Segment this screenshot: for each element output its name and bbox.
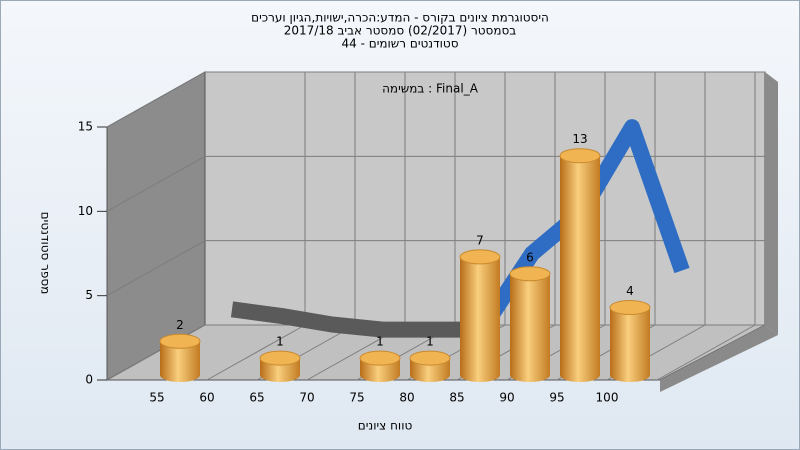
title-line: סטודנטים רשומים - 44	[341, 37, 458, 51]
bar-top	[159, 333, 201, 349]
bar-top	[409, 350, 451, 366]
grid-line	[106, 71, 206, 128]
bar-top	[259, 350, 301, 366]
value-label: 4	[626, 284, 634, 298]
x-tick-label: 95	[549, 391, 564, 405]
y-tick-label: 15	[78, 120, 93, 134]
subtitle: במשימה : Final_A	[382, 82, 479, 96]
x-tick-label: 75	[349, 391, 364, 405]
value-label: 13	[572, 132, 587, 146]
value-label: 2	[176, 318, 184, 332]
x-tick-label: 90	[499, 391, 514, 405]
floor-line	[206, 324, 306, 381]
x-tick-label: 55	[149, 391, 164, 405]
bar-base	[560, 368, 600, 382]
value-label: 1	[376, 335, 384, 349]
bar	[510, 273, 550, 375]
y-tick-label: 10	[78, 204, 93, 218]
title-line: בסמסטר (02/2017) סמסטר אביב 2017/18	[284, 24, 516, 38]
title-line: היסטוגרמת ציונים בקורס - המדע:הכרה,ישויו…	[251, 11, 549, 25]
bar-top	[559, 148, 601, 164]
bar-top	[459, 249, 501, 265]
y-axis-label: מספר סטודנטים	[39, 212, 53, 295]
floor-line	[656, 324, 756, 381]
x-tick-label: 60	[199, 391, 214, 405]
floor-edge	[660, 325, 778, 392]
bar	[560, 155, 600, 375]
bar	[610, 307, 650, 375]
x-axis-label: טווח ציונים	[358, 419, 413, 433]
value-label: 6	[526, 250, 534, 264]
x-tick-label: 65	[249, 391, 264, 405]
title: היסטוגרמת ציונים בקורס - המדע:הכרה,ישויו…	[251, 11, 549, 51]
x-tick-label: 80	[399, 391, 414, 405]
bar-base	[610, 368, 650, 382]
value-label: 1	[426, 335, 434, 349]
bar-base	[510, 368, 550, 382]
bar-top	[359, 350, 401, 366]
bar-base	[160, 368, 200, 382]
bar-top	[509, 266, 551, 282]
grid-line	[106, 324, 206, 381]
value-label: 1	[276, 335, 284, 349]
bar-base	[410, 368, 450, 382]
x-tick-label: 85	[449, 391, 464, 405]
x-tick-label: 100	[596, 391, 619, 405]
bar-top	[609, 300, 651, 316]
bar-base	[360, 368, 400, 382]
grid-line	[106, 155, 206, 212]
value-label: 7	[476, 233, 484, 247]
y-tick-label: 0	[85, 373, 93, 387]
bar-base	[260, 368, 300, 382]
x-tick-label: 70	[299, 391, 314, 405]
bar-base	[460, 368, 500, 382]
bar	[460, 256, 500, 375]
y-tick-label: 5	[85, 288, 93, 302]
grid-line	[106, 240, 206, 297]
back-wall-edge	[765, 72, 778, 335]
curve	[230, 301, 482, 338]
